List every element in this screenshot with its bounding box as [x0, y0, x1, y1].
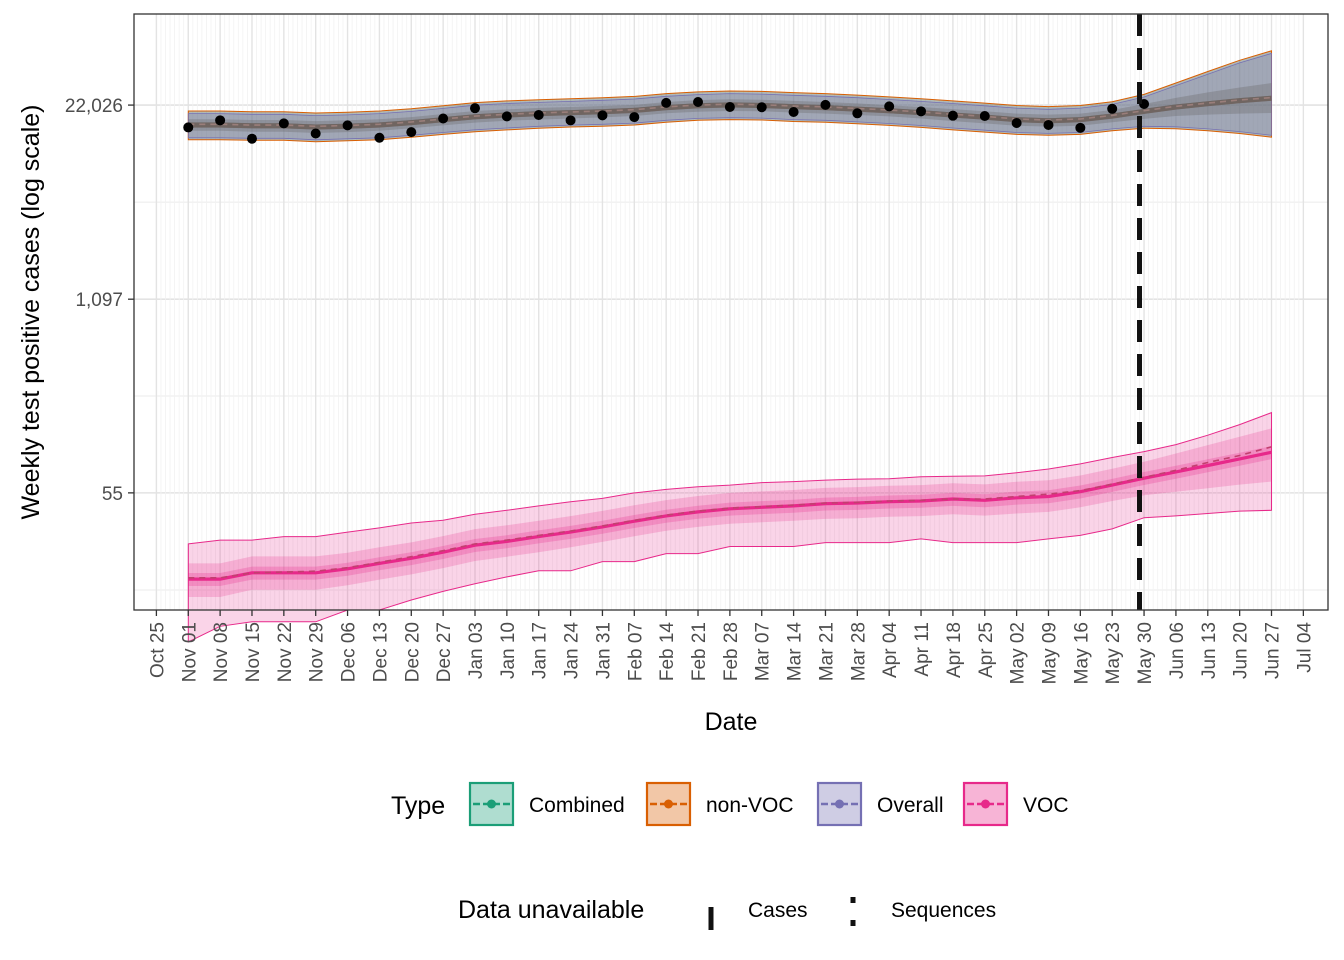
x-tick-label: Apr 18	[944, 622, 965, 678]
x-tick-label: Jan 17	[530, 622, 551, 679]
x-tick-label: Jul 04	[1294, 622, 1315, 673]
voc-core-band	[188, 446, 1272, 586]
observed-point	[629, 112, 640, 123]
x-tick-label: Apr 11	[912, 622, 933, 677]
x-tick-label: Nov 01	[179, 622, 200, 682]
x-axis: Oct 25 Nov 01 Nov 08 Nov 15 Nov 22 Nov 29 Dec …	[147, 610, 1315, 684]
y-tick-label: 1,097	[75, 290, 123, 311]
observed-point	[183, 122, 194, 133]
legend-key-point	[487, 799, 496, 809]
observed-point	[533, 109, 544, 120]
panel-frame	[133, 13, 1329, 611]
observed-point	[501, 111, 512, 122]
x-tick-label: Feb 28	[721, 622, 742, 681]
y-tick-label: 22,026	[65, 96, 123, 117]
legend-label: Sequences	[891, 899, 996, 922]
observed-point	[470, 103, 480, 114]
observed-point	[947, 110, 958, 121]
voc-median-line	[188, 450, 1272, 581]
x-tick-label: Dec 06	[339, 622, 360, 682]
legend-data-unavailable: Data unavailable Cases Sequences	[458, 896, 996, 932]
x-tick-label: Oct 25	[147, 622, 168, 678]
x-tick-label: May 02	[1008, 622, 1029, 684]
observed-point	[979, 111, 990, 122]
x-tick-label: Dec 27	[434, 622, 455, 682]
legend-label: Cases	[748, 899, 808, 922]
x-tick-label: Mar 07	[753, 622, 774, 681]
observed-point	[438, 113, 449, 124]
legend-label: Combined	[529, 794, 625, 817]
observed-point	[1043, 119, 1054, 130]
x-tick-label: Feb 07	[625, 622, 646, 681]
x-tick-label: Nov 08	[211, 622, 232, 682]
voc-outer-band	[187, 411, 1272, 643]
x-tick-label: Jun 20	[1231, 622, 1252, 679]
observed-point	[693, 97, 704, 108]
x-tick-label: Jan 03	[466, 622, 487, 679]
observed-point	[724, 101, 735, 112]
x-tick-label: May 16	[1071, 622, 1092, 684]
x-tick-label: May 30	[1135, 622, 1156, 684]
legend-key-point	[664, 799, 673, 809]
observed-point	[278, 118, 289, 129]
observed-point	[310, 128, 321, 139]
observed-point	[788, 106, 799, 117]
observed-point	[342, 120, 353, 131]
voc-inner-band	[188, 428, 1272, 597]
x-tick-label: Jun 27	[1263, 622, 1284, 679]
observed-point	[661, 97, 672, 108]
x-tick-label: May 09	[1039, 622, 1060, 684]
y-axis: 55 1,097 22,026	[65, 96, 134, 505]
observed-point	[1011, 117, 1022, 128]
x-tick-label: Mar 21	[816, 622, 837, 681]
observed-point	[406, 127, 417, 138]
x-tick-label: May 23	[1103, 622, 1124, 684]
legend-key-point	[981, 799, 990, 809]
voc-median-dashed-line	[188, 446, 1272, 579]
x-tick-label: Apr 04	[880, 622, 901, 678]
x-tick-label: Apr 25	[976, 622, 997, 678]
legend-title-data-unavailable: Data unavailable	[458, 896, 644, 924]
y-axis-title: Weekly test positive cases (log scale)	[17, 105, 45, 520]
observed-point	[852, 108, 863, 119]
x-tick-label: Nov 29	[307, 622, 328, 682]
observed-points	[183, 97, 1150, 144]
x-tick-label: Dec 13	[370, 622, 391, 682]
x-tick-label: Nov 15	[243, 622, 264, 682]
panel-border	[133, 13, 1329, 611]
legend-key-point	[835, 799, 844, 809]
observed-point	[820, 99, 831, 110]
legend-label: Overall	[877, 794, 944, 817]
x-tick-label: Dec 20	[402, 622, 423, 682]
x-tick-label: Jan 10	[498, 622, 519, 679]
observed-point	[1107, 103, 1118, 114]
legend-label: VOC	[1023, 794, 1069, 817]
y-tick-label: 55	[102, 484, 123, 505]
legend-title-type: Type	[391, 792, 445, 820]
legend-label: non-VOC	[706, 794, 794, 817]
x-tick-label: Jan 31	[593, 622, 614, 679]
x-tick-label: Jun 06	[1167, 622, 1188, 679]
x-tick-label: Mar 14	[785, 622, 806, 682]
observed-point	[1075, 122, 1086, 133]
observed-point	[884, 101, 895, 112]
x-tick-label: Nov 22	[275, 622, 296, 682]
x-tick-label: Feb 14	[657, 622, 678, 682]
observed-point	[374, 132, 385, 143]
legend-type: Type Combined non-VOC Overall VOC	[391, 781, 1069, 827]
observed-point	[916, 106, 927, 117]
x-tick-label: Mar 28	[848, 622, 869, 681]
x-tick-label: Jun 13	[1199, 622, 1220, 679]
observed-point	[246, 133, 257, 144]
observed-point	[215, 115, 226, 126]
observed-point	[565, 115, 576, 126]
observed-point	[756, 102, 767, 113]
observed-point	[597, 110, 608, 121]
x-axis-title: Date	[705, 708, 758, 736]
x-tick-label: Jan 24	[562, 622, 583, 679]
x-tick-label: Feb 21	[689, 622, 710, 681]
